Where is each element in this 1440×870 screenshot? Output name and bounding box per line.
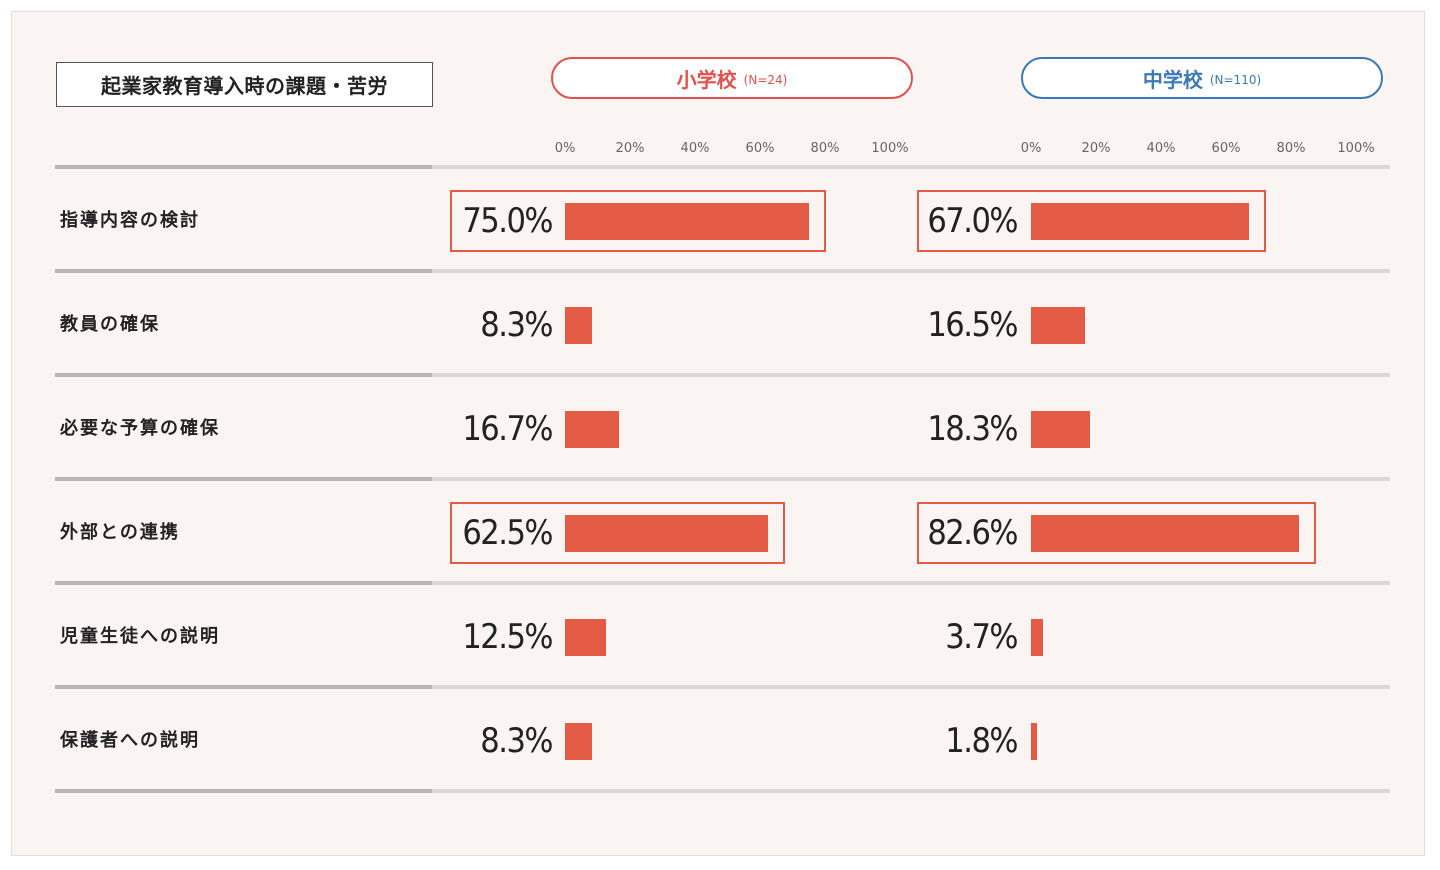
series-header-pill: 中学校 (N=110) — [1021, 57, 1383, 99]
x-tick-label: 80% — [1276, 141, 1306, 156]
bar — [1031, 202, 1249, 240]
data-label: 3.7% — [945, 617, 1018, 657]
series-name: 中学校 — [1142, 67, 1203, 92]
bar — [1031, 306, 1085, 344]
data-label: 16.5% — [927, 305, 1018, 345]
highlight-box — [450, 502, 786, 564]
data-label: 62.5% — [462, 513, 553, 553]
highlight-box — [917, 190, 1266, 252]
data-label: 8.3% — [480, 305, 553, 345]
data-label: 67.0% — [927, 201, 1018, 241]
data-label: 18.3% — [927, 409, 1018, 449]
row-divider-plot — [432, 581, 1390, 585]
x-tick-label: 0% — [554, 141, 576, 156]
highlight-box — [917, 502, 1317, 564]
row-divider-plot — [432, 685, 1390, 689]
data-label: 75.0% — [462, 201, 553, 241]
chart-card — [11, 11, 1425, 856]
category-label: 必要な予算の確保 — [60, 418, 220, 439]
bar — [565, 722, 592, 760]
bar — [565, 410, 620, 448]
category-label: 外部との連携 — [60, 522, 180, 543]
data-label: 12.5% — [462, 617, 553, 657]
bar — [1031, 410, 1091, 448]
series-sample-size: (N=24) — [743, 73, 788, 87]
x-tick-label: 20% — [1081, 141, 1111, 156]
data-label: 16.7% — [462, 409, 553, 449]
row-divider-label — [55, 269, 432, 273]
series-header-pill: 小学校 (N=24) — [551, 57, 913, 99]
row-divider-label — [55, 165, 432, 169]
x-tick-label: 60% — [745, 141, 775, 156]
row-divider-label — [55, 581, 432, 585]
x-tick-label: 40% — [680, 141, 710, 156]
bar — [565, 306, 592, 344]
data-label: 8.3% — [480, 721, 553, 761]
bar — [565, 202, 809, 240]
row-divider-plot — [432, 373, 1390, 377]
row-divider-plot — [432, 165, 1390, 169]
category-label: 児童生徒への説明 — [60, 626, 220, 647]
highlight-box — [450, 190, 826, 252]
bar — [1031, 618, 1044, 656]
row-divider-label — [55, 685, 432, 689]
series-sample-size: (N=110) — [1209, 73, 1262, 87]
row-divider-plot — [432, 269, 1390, 273]
x-tick-label: 60% — [1211, 141, 1241, 156]
series-name: 小学校 — [676, 67, 737, 92]
x-tick-label: 80% — [810, 141, 840, 156]
x-tick-label: 40% — [1146, 141, 1176, 156]
bar — [1031, 722, 1037, 760]
row-divider-plot — [432, 477, 1390, 481]
row-divider-plot — [432, 789, 1390, 793]
row-divider-label — [55, 477, 432, 481]
x-tick-label: 20% — [615, 141, 645, 156]
category-label: 教員の確保 — [60, 314, 160, 335]
bar — [1031, 514, 1300, 552]
chart-title: 起業家教育導入時の課題・苦労 — [56, 62, 433, 107]
data-label: 82.6% — [927, 513, 1018, 553]
data-label: 1.8% — [945, 721, 1018, 761]
row-divider-label — [55, 789, 432, 793]
category-label: 保護者への説明 — [60, 730, 200, 751]
bar — [565, 514, 769, 552]
bar — [565, 618, 606, 656]
x-tick-label: 100% — [1337, 141, 1375, 156]
category-label: 指導内容の検討 — [60, 210, 200, 231]
row-divider-label — [55, 373, 432, 377]
x-tick-label: 0% — [1020, 141, 1042, 156]
x-tick-label: 100% — [871, 141, 909, 156]
